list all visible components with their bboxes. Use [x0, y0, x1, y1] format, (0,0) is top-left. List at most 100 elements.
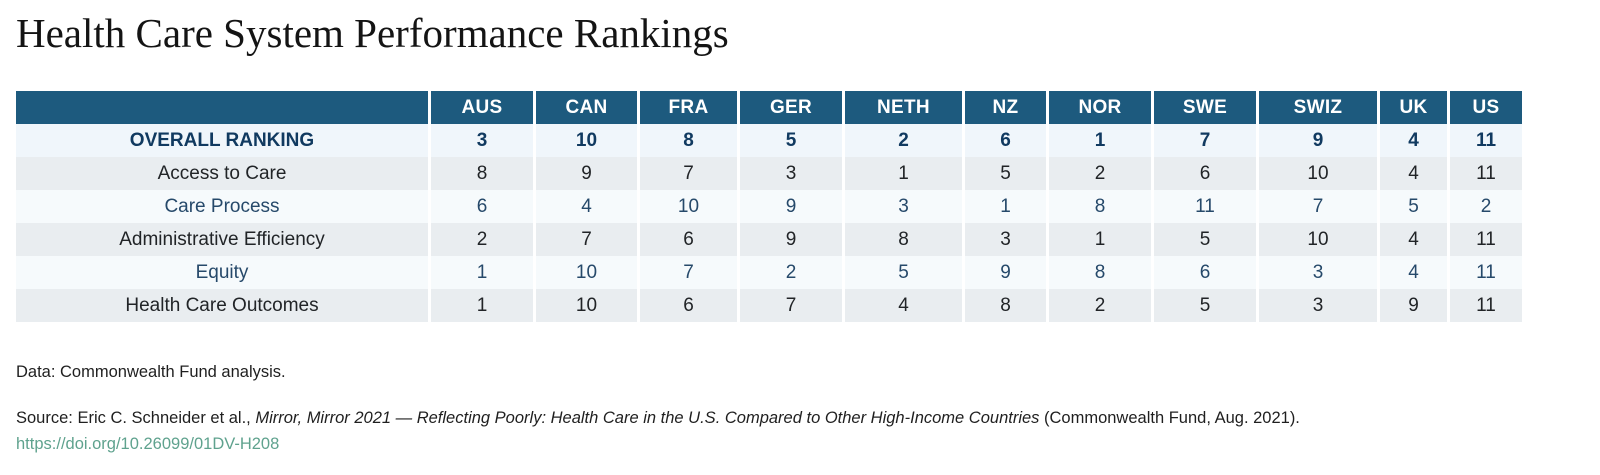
ranking-cell: 8 [428, 157, 533, 191]
ranking-cell: 4 [1377, 157, 1447, 191]
ranking-cell: 3 [842, 190, 962, 224]
source-report-title: Mirror, Mirror 2021 — Reflecting Poorly:… [255, 408, 1040, 427]
ranking-cell: 9 [533, 157, 637, 191]
ranking-cell: 9 [737, 223, 842, 257]
page-title: Health Care System Performance Rankings [16, 10, 729, 56]
ranking-cell: 2 [1447, 190, 1522, 224]
column-header: AUS [428, 91, 533, 125]
column-header: NOR [1046, 91, 1151, 125]
ranking-cell: 5 [1377, 190, 1447, 224]
ranking-cell: 7 [637, 157, 737, 191]
page: Health Care System Performance Rankings … [16, 10, 1600, 455]
ranking-cell: 5 [842, 256, 962, 290]
ranking-cell: 10 [1256, 157, 1377, 191]
ranking-cell: 1 [1046, 223, 1151, 257]
ranking-cell: 4 [533, 190, 637, 224]
ranking-cell: 10 [533, 289, 637, 323]
column-header: SWE [1151, 91, 1256, 125]
ranking-cell: 2 [428, 223, 533, 257]
table-row-health-care-outcomes: Health Care Outcomes 1 10 6 7 4 8 2 5 3 … [16, 289, 1522, 323]
ranking-cell: 2 [737, 256, 842, 290]
ranking-cell: 6 [1151, 157, 1256, 191]
column-header: CAN [533, 91, 637, 125]
ranking-cell: 9 [737, 190, 842, 224]
ranking-cell: 4 [842, 289, 962, 323]
ranking-cell: 7 [533, 223, 637, 257]
ranking-cell: 11 [1447, 157, 1522, 191]
corner-cell [16, 91, 428, 125]
ranking-cell: 1 [962, 190, 1046, 224]
ranking-cell: 1 [842, 157, 962, 191]
ranking-cell: 7 [637, 256, 737, 290]
header-row: AUS CAN FRA GER NETH NZ NOR SWE SWIZ UK … [16, 91, 1522, 125]
ranking-cell: 6 [637, 289, 737, 323]
column-header: US [1447, 91, 1522, 125]
ranking-cell: 6 [428, 190, 533, 224]
ranking-cell: 4 [1377, 223, 1447, 257]
column-header: GER [737, 91, 842, 125]
ranking-cell: 3 [1256, 256, 1377, 290]
ranking-cell: 10 [637, 190, 737, 224]
ranking-cell: 5 [1151, 223, 1256, 257]
row-label: Access to Care [157, 162, 287, 184]
ranking-cell: 5 [962, 157, 1046, 191]
ranking-cell: 3 [737, 157, 842, 191]
ranking-cell: 8 [842, 223, 962, 257]
ranking-cell: 2 [842, 124, 962, 158]
ranking-cell: 9 [962, 256, 1046, 290]
ranking-cell: 9 [1256, 124, 1377, 158]
column-header: SWIZ [1256, 91, 1377, 125]
doi-link[interactable]: https://doi.org/10.26099/01DV-H208 [16, 435, 280, 454]
ranking-cell: 8 [962, 289, 1046, 323]
table-row-overall-ranking: OVERALL RANKING 3 10 8 5 2 6 1 7 9 4 11 [16, 124, 1522, 158]
table-row-equity: Equity 1 10 7 2 5 9 8 6 3 4 11 [16, 256, 1522, 290]
ranking-cell: 7 [1151, 124, 1256, 158]
ranking-cell: 11 [1447, 256, 1522, 290]
ranking-cell: 1 [428, 256, 533, 290]
row-label: Care Process [164, 195, 280, 217]
ranking-cell: 4 [1377, 256, 1447, 290]
ranking-cell: 2 [1046, 157, 1151, 191]
footnotes: Data: Commonwealth Fund analysis. Source… [16, 362, 1600, 455]
ranking-cell: 11 [1447, 223, 1522, 257]
row-label: OVERALL RANKING [129, 129, 315, 151]
data-note: Data: Commonwealth Fund analysis. [16, 363, 286, 382]
ranking-cell: 6 [637, 223, 737, 257]
ranking-cell: 11 [1447, 289, 1522, 323]
table-row-care-process: Care Process 6 4 10 9 3 1 8 11 7 5 2 [16, 190, 1522, 224]
ranking-cell: 5 [1151, 289, 1256, 323]
ranking-cell: 2 [1046, 289, 1151, 323]
table-row-administrative-efficiency: Administrative Efficiency 2 7 6 9 8 3 1 … [16, 223, 1522, 257]
ranking-cell: 6 [1151, 256, 1256, 290]
ranking-cell: 7 [1256, 190, 1377, 224]
ranking-cell: 4 [1377, 124, 1447, 158]
ranking-cell: 3 [962, 223, 1046, 257]
source-suffix: (Commonwealth Fund, Aug. 2021). [1039, 408, 1300, 427]
row-label: Health Care Outcomes [125, 294, 319, 316]
column-header: FRA [637, 91, 737, 125]
ranking-cell: 8 [1046, 190, 1151, 224]
ranking-cell: 10 [1256, 223, 1377, 257]
ranking-cell: 3 [1256, 289, 1377, 323]
row-label: Equity [195, 261, 249, 283]
column-header: NZ [962, 91, 1046, 125]
ranking-cell: 10 [533, 256, 637, 290]
table-row-access-to-care: Access to Care 8 9 7 3 1 5 2 6 10 4 11 [16, 157, 1522, 191]
source-prefix: Source: Eric C. Schneider et al., [16, 408, 256, 427]
ranking-cell: 6 [962, 124, 1046, 158]
ranking-cell: 10 [533, 124, 637, 158]
ranking-cell: 5 [737, 124, 842, 158]
ranking-cell: 9 [1377, 289, 1447, 323]
ranking-cell: 11 [1447, 124, 1522, 158]
ranking-cell: 8 [637, 124, 737, 158]
ranking-cell: 3 [428, 124, 533, 158]
column-header: NETH [842, 91, 962, 125]
row-label: Administrative Efficiency [119, 228, 325, 250]
rankings-table: AUS CAN FRA GER NETH NZ NOR SWE SWIZ UK … [16, 91, 1522, 323]
column-header: UK [1377, 91, 1447, 125]
source-note: Source: Eric C. Schneider et al., Mirror… [16, 408, 1600, 429]
ranking-cell: 8 [1046, 256, 1151, 290]
ranking-cell: 11 [1151, 190, 1256, 224]
ranking-cell: 7 [737, 289, 842, 323]
ranking-cell: 1 [1046, 124, 1151, 158]
